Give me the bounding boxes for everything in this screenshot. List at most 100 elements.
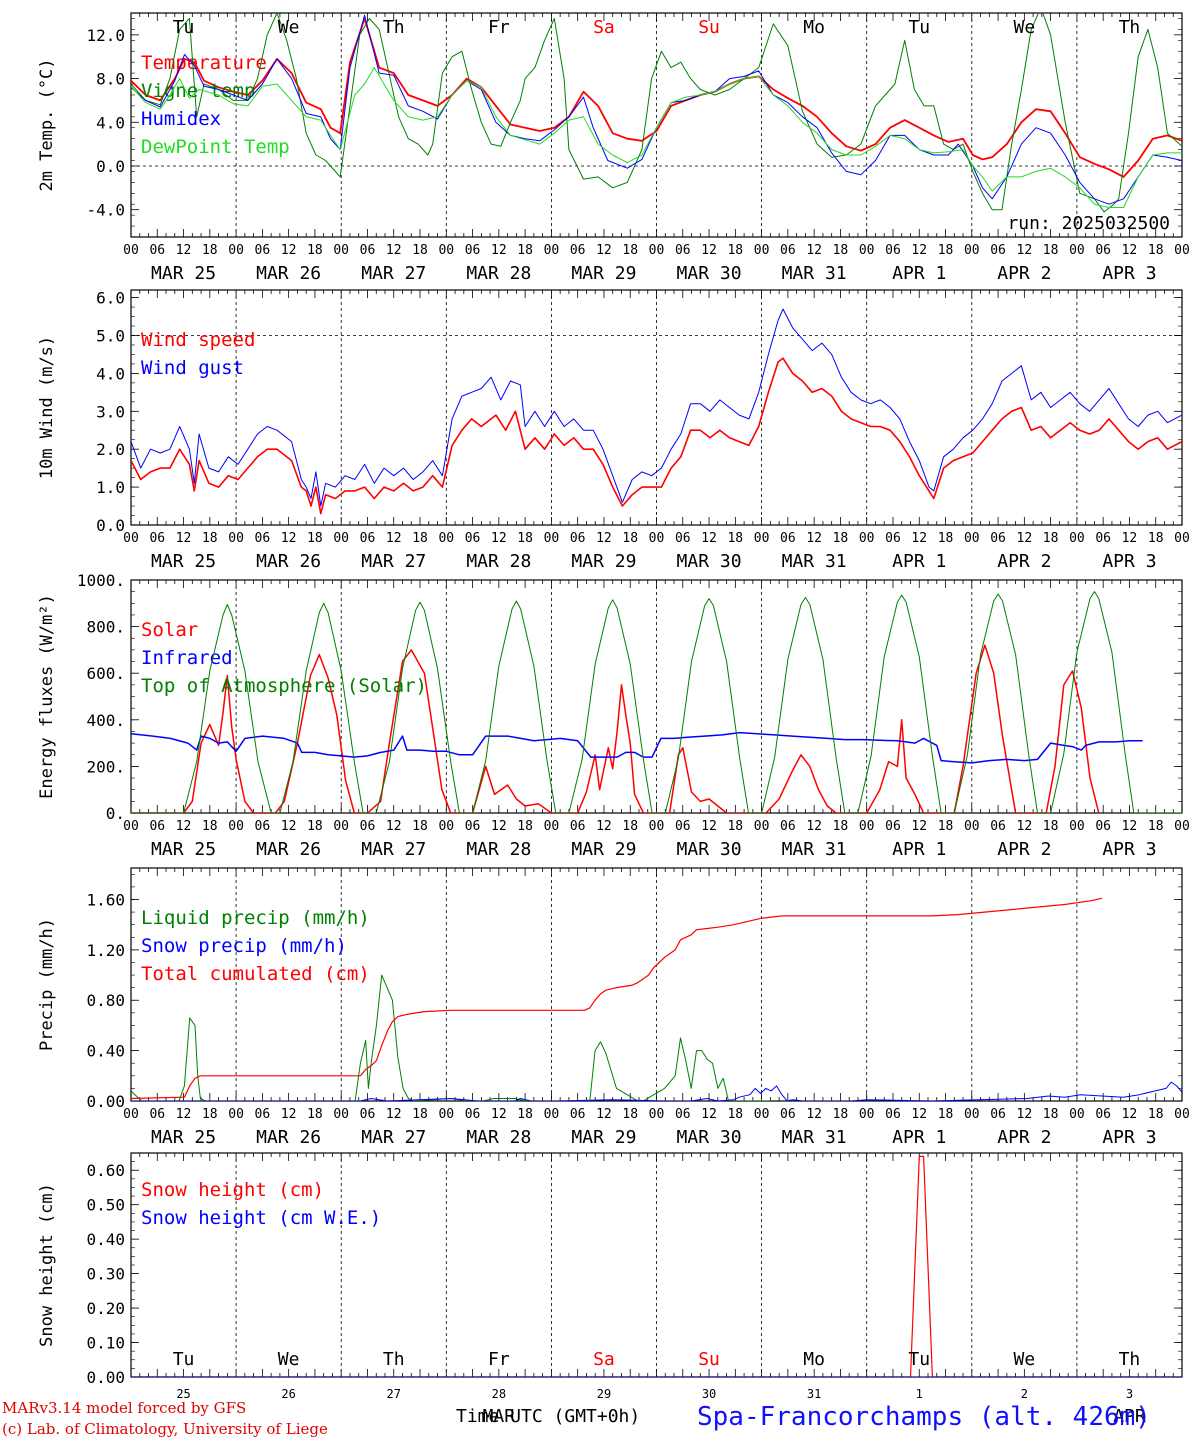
month-label: MAR <box>483 1406 516 1427</box>
hour-tick-label: 06 <box>465 243 481 258</box>
legend-entry: Snow height (cm W.E.) <box>141 1207 381 1229</box>
day-number-label: 31 <box>807 1387 821 1401</box>
series-line-humidex <box>131 14 1182 205</box>
legend-entry: Snow precip (mm/h) <box>141 935 347 957</box>
series-line-vigne-temp <box>131 13 1182 213</box>
day-label: APR 3 <box>1102 1127 1156 1148</box>
hour-tick-label: 06 <box>675 531 691 546</box>
day-number-label: 25 <box>176 1387 190 1401</box>
hour-tick-label: 12 <box>386 243 402 258</box>
day-label: MAR 29 <box>571 1127 636 1148</box>
hour-tick-label: 18 <box>517 1107 533 1122</box>
hour-tick-label: 18 <box>412 531 428 546</box>
legend-entry: Top of Atmosphere (Solar) <box>141 675 427 697</box>
day-number-label: 30 <box>702 1387 716 1401</box>
day-label: MAR 28 <box>466 551 531 572</box>
hour-tick-label: 18 <box>938 1107 954 1122</box>
hour-tick-label: 18 <box>833 531 849 546</box>
hour-tick-label: 06 <box>149 243 165 258</box>
hour-tick-label: 12 <box>911 1107 927 1122</box>
day-label: MAR 28 <box>466 839 531 860</box>
month-label: APR <box>1113 1406 1146 1427</box>
hour-tick-label: 12 <box>1122 243 1138 258</box>
y-tick-label: 0. <box>106 804 125 823</box>
day-label: MAR 27 <box>361 1127 426 1148</box>
hour-tick-label: 18 <box>833 243 849 258</box>
hour-tick-label: 06 <box>675 1107 691 1122</box>
hour-tick-label: 12 <box>176 819 192 834</box>
hour-tick-label: 06 <box>360 531 376 546</box>
panel-1: 12.0 8.0 4.0 0.0 -4.0 2m Temp. (°C) Temperatur… <box>37 12 1190 284</box>
hour-tick-label: 06 <box>1095 531 1111 546</box>
weekday-label: Fr <box>488 17 510 38</box>
y-tick-label: 0.10 <box>86 1334 125 1353</box>
run-annotation: run: 2025032500 <box>1007 213 1170 234</box>
hour-tick-label: 12 <box>701 819 717 834</box>
lab-credit: (c) Lab. of Climatology, University of L… <box>2 1420 328 1438</box>
y-tick-label: 200. <box>86 757 125 776</box>
series-line-wind-gust <box>131 308 1182 507</box>
y-tick-label: 2.0 <box>96 440 125 459</box>
y-tick-label: 12.0 <box>86 26 125 45</box>
hour-tick-label: 18 <box>1148 1107 1164 1122</box>
legend-entry: Wind gust <box>141 357 244 379</box>
hour-tick-label: 00 <box>1174 819 1190 834</box>
hour-tick-label: 12 <box>806 1107 822 1122</box>
hour-tick-label: 00 <box>754 243 770 258</box>
series-line-liquid-precip-mm-h- <box>131 974 772 1101</box>
hour-tick-label: 12 <box>911 819 927 834</box>
hour-tick-label: 12 <box>806 243 822 258</box>
day-label: MAR 31 <box>782 1127 847 1148</box>
hour-tick-label: 18 <box>1148 243 1164 258</box>
hour-tick-label: 00 <box>1174 243 1190 258</box>
y-axis-label: Energy fluxes (W/m²) <box>37 594 57 799</box>
weekday-label: Tu <box>173 1349 195 1370</box>
day-label: MAR 29 <box>571 551 636 572</box>
hour-tick-label: 06 <box>255 1107 271 1122</box>
hour-tick-label: 06 <box>780 819 796 834</box>
y-tick-label: 0.30 <box>86 1265 125 1284</box>
hour-tick-label: 00 <box>649 819 665 834</box>
hour-tick-label: 06 <box>990 1107 1006 1122</box>
y-axis-label: 10m Wind (m/s) <box>37 336 57 479</box>
panel-3: 1000. 800. 600. 400. 200. 0. Energy fluxes (W/… <box>37 571 1190 860</box>
weekday-label: We <box>278 17 300 38</box>
hour-tick-label: 00 <box>1069 243 1085 258</box>
panel-2: 6.0 5.0 4.0 3.0 2.0 1.0 0.0 10m Wind (m/s) Wind … <box>37 289 1190 572</box>
series-line-dewpoint-temp <box>131 67 1182 208</box>
hour-tick-label: 00 <box>333 243 349 258</box>
y-tick-label: 0.40 <box>86 1042 125 1061</box>
weekday-label: Mo <box>803 1349 825 1370</box>
hour-tick-label: 06 <box>885 819 901 834</box>
day-label: APR 1 <box>892 1127 946 1148</box>
hour-tick-label: 12 <box>491 1107 507 1122</box>
y-tick-label: 0.0 <box>96 157 125 176</box>
legend-entry: Infrared <box>141 647 233 669</box>
hour-tick-label: 00 <box>754 531 770 546</box>
day-label: MAR 26 <box>256 551 321 572</box>
hour-tick-label: 00 <box>544 243 560 258</box>
hour-tick-label: 18 <box>833 1107 849 1122</box>
legend-entry: Snow height (cm) <box>141 1179 324 1201</box>
day-number-label: 28 <box>492 1387 506 1401</box>
hour-tick-label: 12 <box>806 819 822 834</box>
day-label: MAR 29 <box>571 839 636 860</box>
hour-tick-label: 06 <box>885 531 901 546</box>
weekday-label: Su <box>698 17 720 38</box>
hour-tick-label: 12 <box>281 243 297 258</box>
legend-entry: DewPoint Temp <box>141 136 290 158</box>
day-label: APR 1 <box>892 839 946 860</box>
y-tick-label: 0.60 <box>86 1161 125 1180</box>
hour-tick-label: 12 <box>281 1107 297 1122</box>
hour-tick-label: 00 <box>438 243 454 258</box>
hour-tick-label: 18 <box>622 1107 638 1122</box>
hour-tick-label: 00 <box>333 819 349 834</box>
hour-tick-label: 00 <box>1069 531 1085 546</box>
day-label: MAR 28 <box>466 263 531 284</box>
weekday-label: Tu <box>908 17 930 38</box>
series-line-infrared <box>131 731 1143 764</box>
hour-tick-label: 06 <box>1095 243 1111 258</box>
y-tick-label: 6.0 <box>96 289 125 308</box>
hour-tick-label: 00 <box>228 1107 244 1122</box>
day-label: MAR 26 <box>256 1127 321 1148</box>
